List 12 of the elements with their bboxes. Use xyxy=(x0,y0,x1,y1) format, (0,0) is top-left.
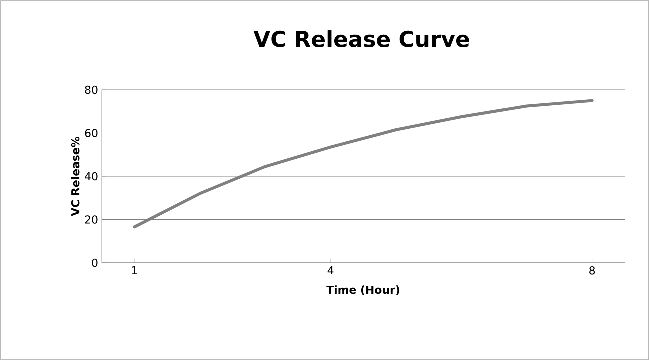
x-axis-title: Time (Hour) xyxy=(326,286,400,296)
y-axis-title: VC Release% xyxy=(71,136,80,216)
chart-title: VC Release Curve xyxy=(254,30,470,48)
x-tick-label: 4 xyxy=(328,266,334,275)
x-tick-label: 1 xyxy=(132,266,138,275)
y-tick-label: 0 xyxy=(92,258,98,268)
x-tick-label: 8 xyxy=(590,266,596,275)
y-tick-label: 80 xyxy=(85,86,98,94)
line-series xyxy=(133,99,594,229)
y-tick-label: 60 xyxy=(85,129,98,138)
y-tick-label: 20 xyxy=(85,216,98,224)
y-tick-label: 40 xyxy=(85,172,98,181)
